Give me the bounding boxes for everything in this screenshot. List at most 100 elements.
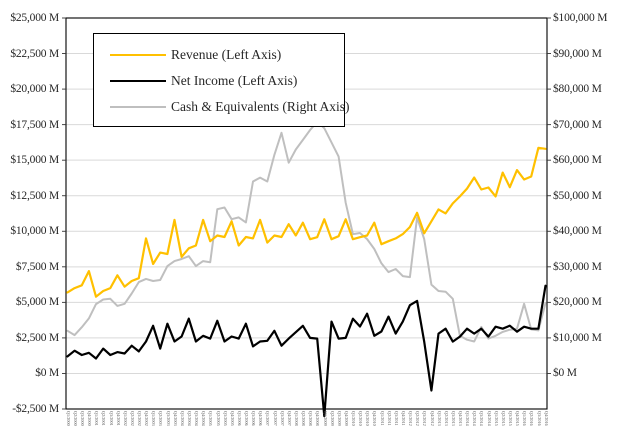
x-axis-label: Q4/2002 — [144, 411, 150, 426]
legend-label-revenue: Revenue (Left Axis) — [171, 47, 282, 62]
right-axis-label: $60,000 M — [553, 154, 602, 167]
x-axis-label: Q2/2016 — [529, 411, 535, 426]
x-axis-label: Q3/2015 — [508, 411, 514, 426]
x-axis-label: Q4/2003 — [172, 411, 178, 426]
x-axis-label: Q3/2009 — [336, 411, 342, 426]
x-axis-label: Q2/2012 — [415, 411, 421, 426]
x-axis-label: Q1/2011 — [379, 411, 385, 426]
x-axis-label: Q3/2012 — [422, 411, 428, 426]
plot-border — [65, 17, 548, 410]
x-axis-label: Q4/2015 — [515, 411, 521, 426]
legend-item-revenue: Revenue (Left Axis) — [110, 42, 344, 68]
x-axis-label: Q1/2001 — [94, 411, 100, 426]
x-axis-label: Q4/2008 — [315, 411, 321, 426]
x-axis-label: Q2/2004 — [186, 411, 192, 426]
right-axis-label: $30,000 M — [553, 260, 602, 273]
x-axis-label: Q1/2014 — [465, 411, 471, 426]
x-axis-label: Q3/2006 — [251, 411, 257, 426]
series-line-cash-equivalents-right-axis — [66, 120, 547, 343]
x-axis-label: Q2/2000 — [72, 411, 78, 426]
x-axis-label: Q3/2011 — [393, 411, 399, 426]
left-axis-label: $25,000 M — [10, 12, 59, 24]
left-axis-label: $20,000 M — [10, 83, 59, 96]
x-axis-label: Q2/2006 — [244, 411, 250, 426]
x-axis-label: Q4/2007 — [286, 411, 292, 426]
x-axis-label: Q3/2005 — [222, 411, 228, 426]
x-axis-label: Q3/2007 — [279, 411, 285, 426]
x-axis-label: Q1/2010 — [351, 411, 357, 426]
x-axis-label: Q1/2016 — [522, 411, 528, 426]
right-axis-label: $0 M — [553, 367, 577, 380]
x-axis-label: Q4/2005 — [229, 411, 235, 426]
legend-label-cash: Cash & Equivalents (Right Axis) — [171, 99, 350, 114]
x-axis-label: Q4/2001 — [115, 411, 121, 426]
x-axis-label: Q1/2008 — [293, 411, 299, 426]
x-axis-label: Q4/2014 — [486, 411, 492, 426]
right-axis-label: $50,000 M — [553, 189, 602, 202]
x-axis-label: Q2/2013 — [443, 411, 449, 426]
x-axis-label: Q3/2004 — [194, 411, 200, 426]
x-axis-label: Q2/2003 — [158, 411, 164, 426]
right-axis-label: $100,000 M — [553, 12, 608, 24]
x-axis-label: Q2/2008 — [301, 411, 307, 426]
x-axis-label: Q1/2005 — [208, 411, 214, 426]
x-axis-label: Q3/2002 — [137, 411, 143, 426]
x-axis-label: Q1/2009 — [322, 411, 328, 426]
legend-item-net-income: Net Income (Left Axis) — [110, 68, 344, 94]
right-axis-label: $70,000 M — [553, 118, 602, 131]
x-axis-label: Q1/2012 — [408, 411, 414, 426]
x-axis-label: Q2/2002 — [129, 411, 135, 426]
x-axis-label: Q2/2011 — [386, 411, 392, 426]
x-axis-label: Q1/2006 — [236, 411, 242, 426]
left-axis-label: $0 M — [35, 367, 59, 380]
x-axis-label: Q4/2009 — [343, 411, 349, 426]
legend-item-cash: Cash & Equivalents (Right Axis) — [110, 94, 350, 120]
x-axis-label: Q3/2016 — [536, 411, 542, 426]
left-axis-label: $2,500 M — [15, 331, 59, 344]
net-income-line-swatch — [110, 79, 166, 83]
cash-line-swatch — [110, 105, 166, 109]
revenue-line-swatch — [110, 53, 166, 57]
x-axis-label: Q1/2007 — [265, 411, 271, 426]
series-line-net-income-left-axis — [66, 284, 547, 418]
x-axis-label: Q2/2009 — [329, 411, 335, 426]
x-axis-label: Q1/2013 — [436, 411, 442, 426]
right-axis-label: $90,000 M — [553, 47, 602, 60]
legend-label-net-income: Net Income (Left Axis) — [171, 73, 298, 88]
x-axis-label: Q3/2013 — [450, 411, 456, 426]
x-axis-label: Q2/2015 — [500, 411, 506, 426]
x-axis-label: Q2/2001 — [101, 411, 107, 426]
left-axis-label: $5,000 M — [15, 296, 59, 309]
x-axis-label: Q2/2005 — [215, 411, 221, 426]
series-line-revenue-left-axis — [66, 146, 547, 298]
x-axis-label: Q2/2007 — [272, 411, 278, 426]
x-axis-label: Q3/2010 — [365, 411, 371, 426]
x-axis-label: Q3/2014 — [479, 411, 485, 426]
x-axis-label: Q2/2010 — [358, 411, 364, 426]
left-axis-label: $10,000 M — [10, 225, 59, 238]
x-axis-label: Q4/2013 — [458, 411, 464, 426]
left-axis-label: -$2,500 M — [12, 403, 59, 415]
x-axis-label: Q3/2008 — [308, 411, 314, 426]
x-axis-label: Q3/2001 — [108, 411, 114, 426]
x-axis-label: Q4/2006 — [258, 411, 264, 426]
right-axis-label: $10,000 M — [553, 331, 602, 344]
left-axis-label: $15,000 M — [10, 154, 59, 167]
left-axis-label: $17,500 M — [10, 118, 59, 131]
legend: Revenue (Left Axis) Net Income (Left Axi… — [93, 33, 350, 127]
x-axis-label: Q4/2016 — [543, 411, 549, 426]
x-axis-label: Q3/2003 — [165, 411, 171, 426]
x-axis-label: Q4/2000 — [87, 411, 93, 426]
x-axis-label: Q4/2010 — [372, 411, 378, 426]
x-axis-label: Q1/2003 — [151, 411, 157, 426]
x-axis-label: Q1/2015 — [493, 411, 499, 426]
x-axis-label: Q1/2000 — [65, 411, 71, 426]
left-axis-label: $22,500 M — [10, 47, 59, 60]
right-axis-label: $80,000 M — [553, 83, 602, 96]
x-axis-label: Q4/2012 — [429, 411, 435, 426]
x-axis-label: Q2/2014 — [472, 411, 478, 426]
left-axis-label: $12,500 M — [10, 189, 59, 202]
x-axis-label: Q1/2002 — [122, 411, 128, 426]
